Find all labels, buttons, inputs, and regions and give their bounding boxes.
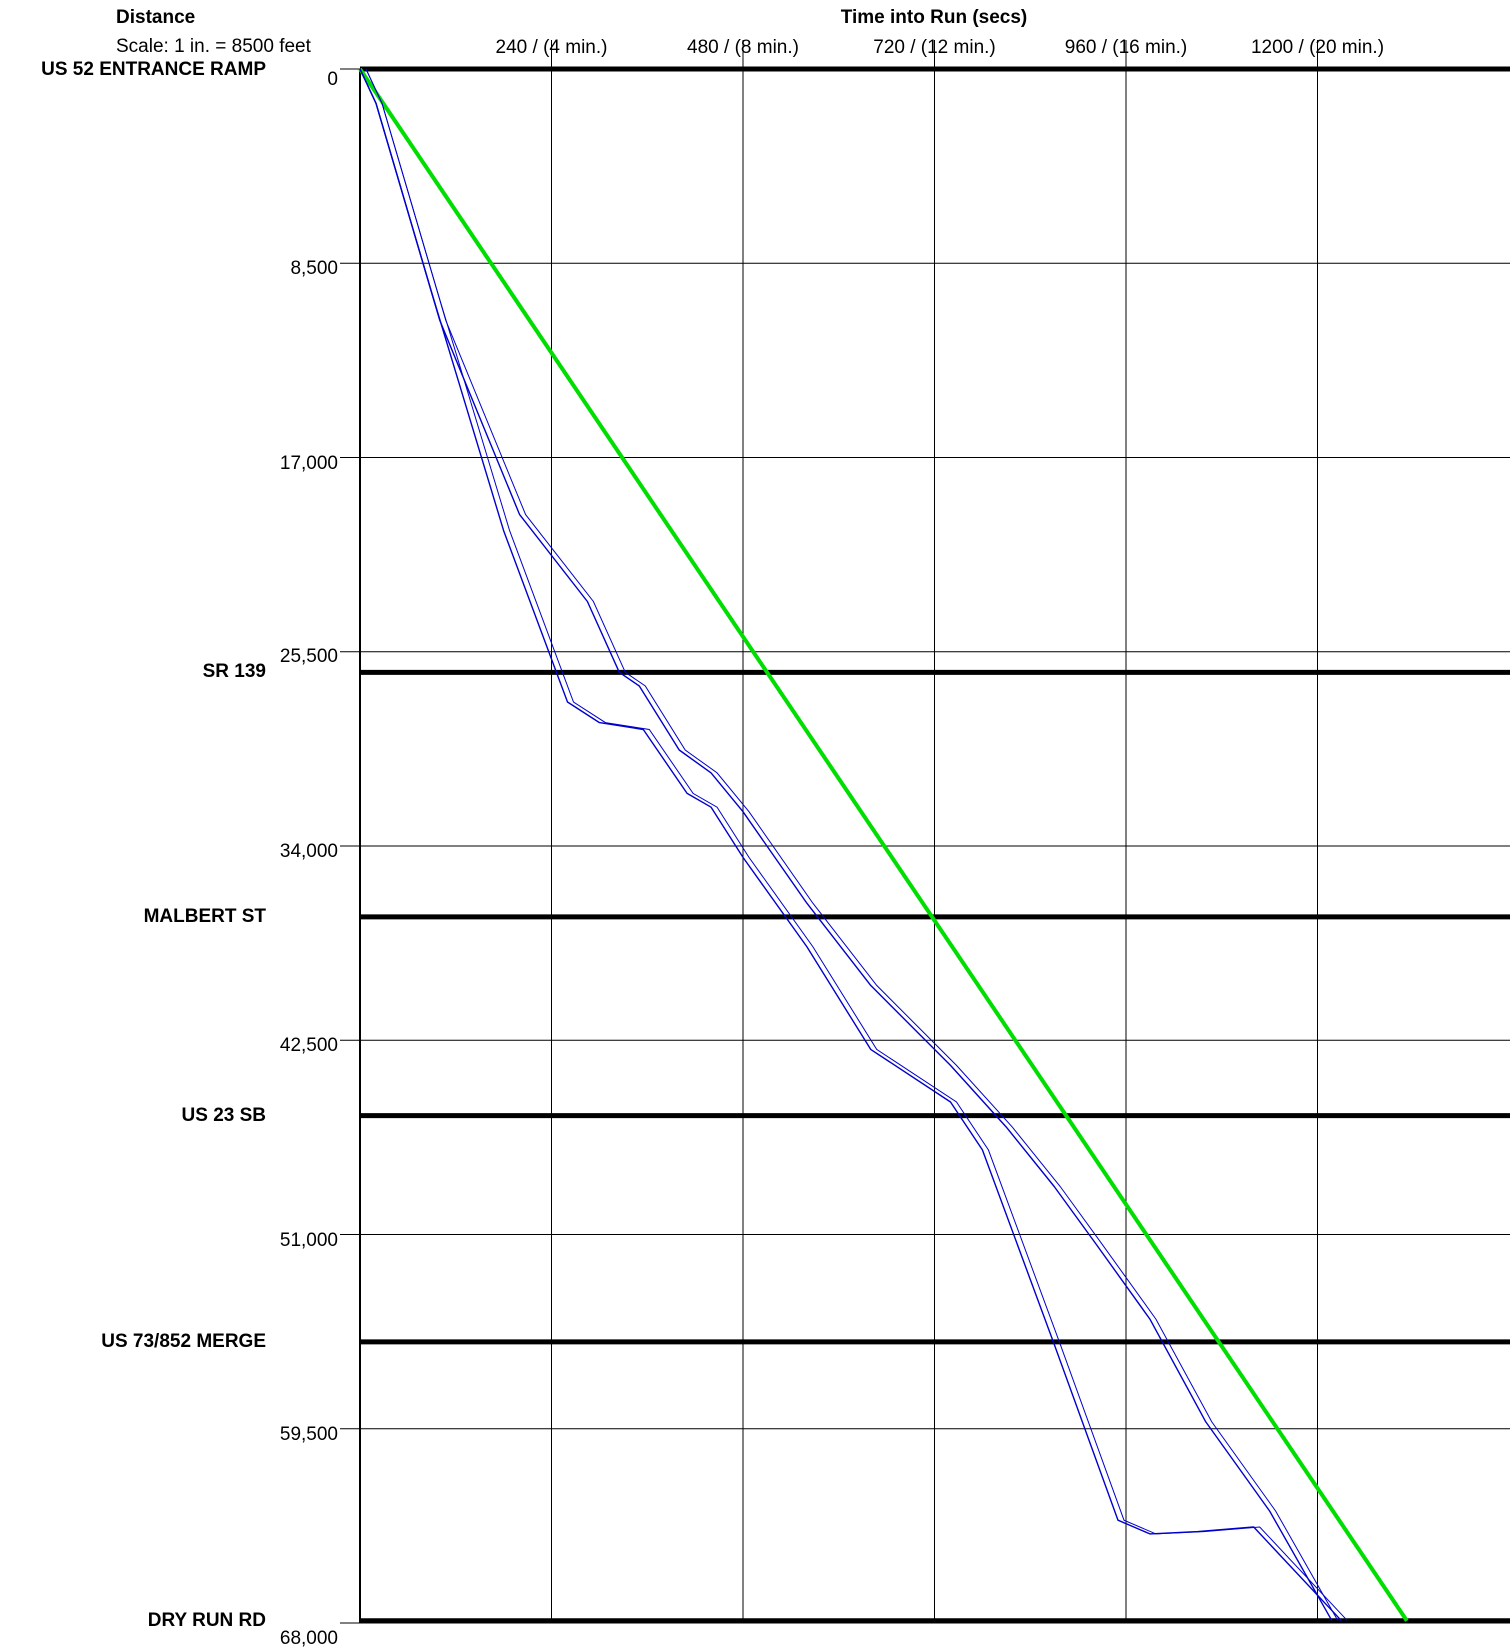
- y-tick-label: 0: [327, 69, 338, 90]
- y-tick-label: 34,000: [279, 841, 338, 862]
- series-layer: [358, 67, 1409, 1622]
- landmark-label: US 52 ENTRANCE RAMP: [41, 59, 266, 80]
- grid-lines: [340, 40, 1510, 1624]
- y-tick-label: 51,000: [279, 1229, 338, 1251]
- x-tick-label: 480 / (8 min.): [687, 37, 799, 58]
- landmark-label: MALBERT ST: [143, 905, 266, 927]
- run-trace-1: [359, 68, 1342, 1622]
- run-trace-1-companion: [365, 68, 1348, 1622]
- run-trace-2-companion: [365, 68, 1339, 1621]
- distance-axis-title: Distance: [116, 7, 196, 28]
- x-tick-label: 240 / (4 min.): [495, 37, 608, 58]
- x-tick-label: 720 / (12 min.): [873, 37, 996, 58]
- landmark-label: US 73/852 MERGE: [101, 1330, 266, 1352]
- x-tick-label: 960 / (16 min.): [1064, 37, 1188, 58]
- y-tick-label: 42,500: [279, 1035, 338, 1057]
- reference-line: [358, 67, 1409, 1622]
- y-tick-label: 59,500: [279, 1423, 338, 1445]
- landmark-label: DRY RUN RD: [147, 1609, 266, 1631]
- landmark-label: SR 139: [202, 661, 266, 683]
- landmark-lines: [360, 66, 1510, 1624]
- run-trace-2: [359, 68, 1333, 1622]
- x-tick-label: 1200 / (20 min.): [1250, 37, 1385, 58]
- y-tick-label: 17,000: [279, 452, 338, 474]
- time-axis-title: Time into Run (secs): [840, 7, 1028, 28]
- landmark-label: US 23 SB: [181, 1104, 266, 1126]
- scale-note: Scale: 1 in. = 8500 feet: [116, 36, 311, 57]
- y-tick-label: 8,500: [290, 258, 338, 280]
- y-tick-label: 68,000: [279, 1628, 338, 1649]
- y-tick-label: 25,500: [279, 645, 338, 667]
